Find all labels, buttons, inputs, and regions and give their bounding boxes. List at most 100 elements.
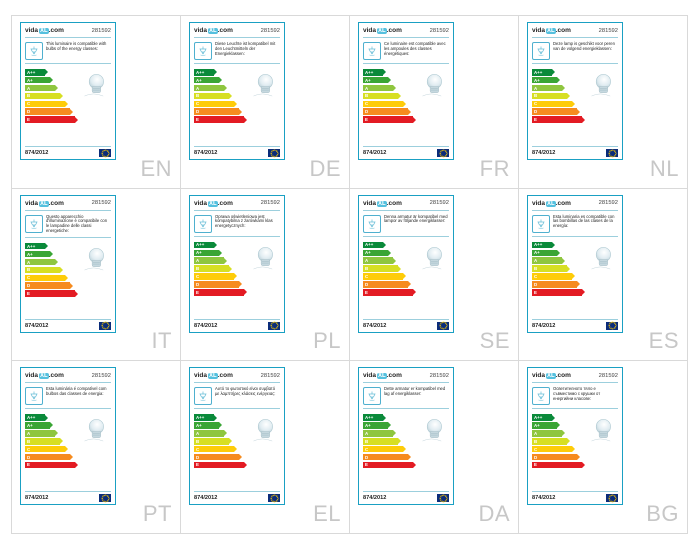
card-footer: 874/2012 [194,491,280,502]
rating-letter: D [365,282,368,287]
rating-letter: E [365,462,368,467]
rating-arrow: D [194,454,280,461]
brand-pill: XL [546,28,556,34]
rating-letter: A [27,260,30,265]
regulation-number: 874/2012 [25,323,48,329]
brand-pill: XL [377,373,387,379]
rating-arrow: D [25,108,111,115]
label-grid: vida XL .com 281592 This luminaire is co… [12,16,688,534]
grid-cell: vida XL .com 281592 Осветителното тяло е… [518,360,688,534]
divider [25,210,111,211]
brand-prefix: vida [363,200,376,207]
rating-arrow: D [363,281,449,288]
energy-label-card: vida XL .com 281592 Questo apparecchio d… [20,195,116,333]
rating-arrow: E [532,116,618,123]
eu-flag-icon [437,494,449,502]
compatibility-text: Deze lamp is geschikt voor peren van de … [553,42,618,52]
lamp-icon [535,45,547,57]
card-header: vida XL .com 281592 [363,27,449,36]
grid-cell: vida XL .com 281592 Dette armatur er kom… [349,360,519,534]
brand-suffix: .com [556,372,571,379]
rating-arrow: E [194,289,280,296]
energy-label-card: vida XL .com 281592 Esta luminaria es co… [527,195,623,333]
energy-label-card: vida XL .com 281592 Denna armatur är kom… [358,195,454,333]
regulation-number: 874/2012 [363,495,386,501]
rating-letter: A [365,258,368,263]
brand-suffix: .com [49,200,64,207]
rating-letter: A+ [365,78,371,83]
brand-logo: vida XL .com [194,372,233,379]
bulb-illustration [583,68,617,102]
rating-letter: A [365,431,368,436]
luminaire-icon [363,215,381,233]
brand-suffix: .com [218,27,233,34]
rating-letter: A+ [196,78,202,83]
rating-letter: D [27,283,30,288]
rating-letter: A++ [365,415,373,420]
divider [363,210,449,211]
grid-cell: vida XL .com 281592 Esta luminaria es co… [518,188,688,362]
rating-arrow: D [532,281,618,288]
rating-arrow: D [363,454,449,461]
brand-suffix: .com [218,372,233,379]
product-number: 281592 [92,373,111,379]
grid-cell: vida XL .com 281592 Αυτό το φωτιστικό εί… [180,360,350,534]
compatibility-text: Осветителното тяло е съвместимо с крушки… [553,387,618,401]
luminaire-icon [194,215,212,233]
rating-letter: D [534,282,537,287]
eu-flag-icon [99,494,111,502]
card-footer: 874/2012 [363,491,449,502]
brand-pill: XL [546,373,556,379]
rating-arrow: E [532,289,618,296]
language-code: SE [480,328,510,354]
grid-cell: vida XL .com 281592 Ce luminaire est com… [349,15,519,189]
brand-prefix: vida [25,27,38,34]
language-code: BG [646,501,679,527]
luminaire-icon [532,387,550,405]
language-code: EL [313,501,341,527]
brand-logo: vida XL .com [532,200,571,207]
product-number: 281592 [599,28,618,34]
rating-arrow: D [25,282,111,289]
rating-arrow: E [363,116,449,123]
card-footer: 874/2012 [532,319,618,330]
brand-prefix: vida [194,372,207,379]
energy-label-card: vida XL .com 281592 Diese Leuchte ist ko… [189,22,285,160]
rating-letter: B [365,439,368,444]
brand-pill: XL [39,201,49,207]
rating-letter: B [196,93,199,98]
rating-letter: A [534,258,537,263]
energy-label-card: vida XL .com 281592 Deze lamp is geschik… [527,22,623,160]
rating-arrow: E [25,290,111,297]
rating-arrow: E [194,116,280,123]
card-header: vida XL .com 281592 [194,372,280,381]
rating-letter: B [534,93,537,98]
product-number: 281592 [430,200,449,206]
brand-pill: XL [546,201,556,207]
brand-prefix: vida [532,200,545,207]
product-number: 281592 [92,200,111,206]
bulb-graphic [245,413,279,447]
rating-letter: A+ [27,78,33,83]
rating-letter: A+ [27,423,33,428]
rating-letter: A+ [27,252,33,257]
rating-letter: C [534,274,537,279]
divider [194,382,280,383]
brand-prefix: vida [25,372,38,379]
rating-letter: A [27,86,30,91]
brand-pill: XL [39,373,49,379]
rating-letter: E [534,290,537,295]
eu-flag-icon [606,494,618,502]
lamp-icon [535,218,547,230]
regulation-number: 874/2012 [363,150,386,156]
bulb-illustration [245,241,279,275]
card-footer: 874/2012 [363,319,449,330]
rating-arrow: E [25,116,111,123]
product-number: 281592 [430,373,449,379]
luminaire-icon [363,42,381,60]
bulb-graphic [583,68,617,102]
rating-letter: A [534,431,537,436]
brand-logo: vida XL .com [363,27,402,34]
brand-prefix: vida [363,372,376,379]
rating-letter: A++ [365,70,373,75]
